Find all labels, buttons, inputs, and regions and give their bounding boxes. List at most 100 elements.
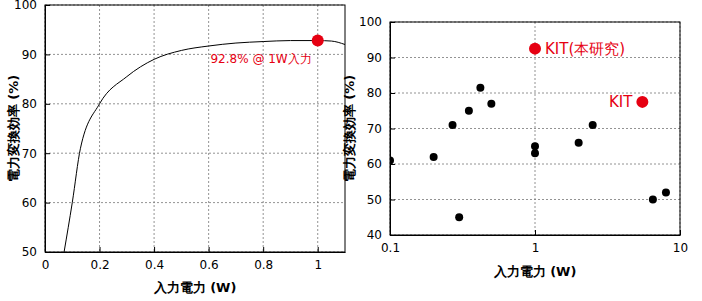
x-tick-label: 0.4 [145,258,164,272]
chart-0: 0 0.2 0.4 0.6 0.8 1 50 60 70 80 90 100 92.8% @ 1W入力 [14,0,345,272]
x-tick: 1 [314,247,322,272]
y-tick-label: 80 [22,97,37,111]
x-tick-label: 1 [314,258,322,272]
x-tick: 0.8 [254,247,273,272]
data-point [390,156,394,164]
grid-line-y [390,164,680,165]
y-tick-label: 40 [367,228,382,242]
chart-canvas: 0 0.2 0.4 0.6 0.8 1 50 60 70 80 90 100 92.8% @ 1W入力入… [0,0,702,301]
y-tick-label: 60 [22,196,37,210]
y-tick-mark [45,104,50,105]
grid [45,5,345,252]
grid-line-y [45,153,345,154]
grid-line-y [390,199,680,200]
x-tick-label: 10 [673,241,688,255]
x-axis: 0 0.2 0.4 0.6 0.8 1 [42,247,346,272]
x-axis-line [46,252,346,253]
data-point [529,43,541,55]
chart-1: 0.1110405060708090100KIT(本研究)KIT [359,15,688,254]
data-point [455,213,463,221]
data-point [465,107,473,115]
x-tick-mark [318,247,319,252]
x-tick-mark [154,247,155,252]
data-point [662,188,670,196]
y-tick: 80 [22,97,50,111]
data-point [430,153,438,161]
x-tick-mark [209,247,210,252]
y-tick-label: 70 [22,147,37,161]
annotations: KIT(本研究) KIT [545,40,633,111]
y-tick-mark [390,22,395,23]
grid-line-x [154,5,155,252]
y-tick: 60 [367,157,395,171]
x-tick-mark [680,230,681,235]
y-tick-label: 50 [367,193,382,207]
y-tick-mark [390,129,395,130]
y-tick-mark [390,93,395,94]
y-tick-mark [390,235,395,236]
y-tick: 70 [367,122,395,136]
grid-line-x [208,5,209,252]
data-point [589,121,597,129]
y-axis-title: 電力変換効率 (%) [342,75,357,182]
y-tick-label: 80 [367,86,382,100]
x-tick-mark [263,247,264,252]
x-tick-mark [100,247,101,252]
grid-line-y [45,202,345,203]
y-tick-mark [45,153,50,154]
point-label: KIT(本研究) [545,40,625,58]
y-tick: 50 [367,193,395,207]
x-axis-title: 入力電力 (W) [153,280,237,295]
x-tick-label: 0 [42,258,50,272]
y-tick-mark [390,200,395,201]
y-tick-mark [45,252,50,253]
x-axis-title: 入力電力 (W) [493,264,577,279]
y-tick-label: 70 [367,122,382,136]
grid-line-y [390,57,680,58]
grid-line-y [390,128,680,129]
plot-frame [390,22,680,235]
y-tick: 50 [22,245,50,259]
data-line [64,41,345,252]
y-tick: 100 [14,0,50,12]
y-tick-mark [390,58,395,59]
x-axis: 0.1 1 10 [381,230,688,255]
grid-line-y [390,93,680,94]
y-tick: 80 [367,86,395,100]
x-tick-label: 0.1 [381,241,400,255]
data-point [531,142,539,150]
x-tick-label: 1 [532,241,540,255]
y-tick-mark [45,54,50,55]
point-label: 92.8% @ 1W入力 [210,52,311,66]
data-point [575,139,583,147]
data-point [649,196,657,204]
x-axis-line [391,235,681,236]
y-tick-mark [45,203,50,204]
y-axis: 405060708090100 [359,15,395,242]
x-tick: 0.6 [200,247,219,272]
grid [390,22,680,235]
y-tick: 70 [22,147,50,161]
y-axis-title: 電力変換効率 (%) [6,75,21,182]
plot-frame [45,5,345,252]
y-tick-label: 90 [22,48,37,62]
marks [64,35,345,252]
x-tick-label: 0.8 [254,258,273,272]
y-tick: 40 [367,228,395,242]
data-point [636,96,648,108]
y-tick: 60 [22,196,50,210]
y-tick: 100 [359,15,395,29]
marks [390,43,670,222]
y-tick-mark [45,5,50,6]
x-tick-mark [535,230,536,235]
y-axis-line [45,6,46,253]
data-point [312,35,324,47]
x-tick: 0.2 [90,247,109,272]
point-label: KIT [609,93,633,111]
y-tick-label: 60 [367,157,382,171]
data-point [531,149,539,157]
x-tick: 10 [673,230,688,255]
x-tick-label: 0.2 [90,258,109,272]
y-tick-label: 50 [22,245,37,259]
data-point [487,100,495,108]
